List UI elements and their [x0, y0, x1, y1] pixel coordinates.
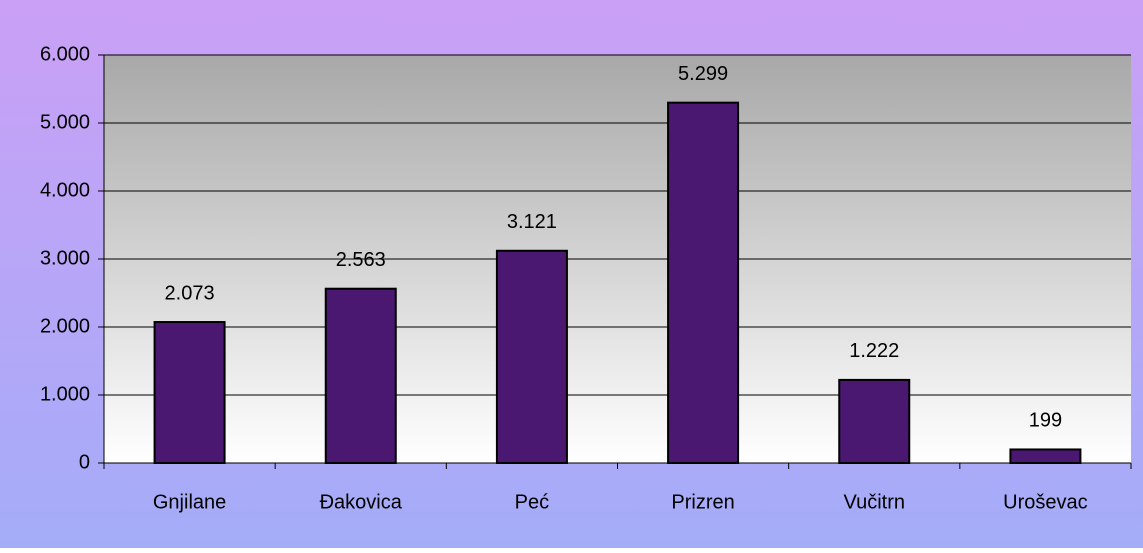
y-tick-label: 0 — [79, 451, 90, 473]
y-tick-label: 5.000 — [40, 111, 90, 133]
value-label: 5.299 — [678, 63, 728, 85]
x-tick-label: Vučitrn — [843, 491, 905, 513]
y-tick-label: 1.000 — [40, 383, 90, 405]
bar — [838, 378, 911, 464]
bar — [1009, 448, 1082, 464]
value-label: 1.222 — [849, 340, 899, 362]
value-label: 3.121 — [507, 211, 557, 233]
bar — [667, 101, 740, 464]
y-tick-label: 3.000 — [40, 247, 90, 269]
x-tick-label: Uroševac — [1003, 491, 1087, 513]
bar — [153, 321, 226, 465]
y-tick-label: 4.000 — [40, 179, 90, 201]
y-tick-label: 6.000 — [40, 43, 90, 65]
x-tick-label: Prizren — [671, 491, 734, 513]
x-tick-label: Peć — [515, 491, 549, 513]
x-tick-label: Đakovica — [320, 491, 403, 513]
bar — [324, 287, 397, 464]
value-label: 199 — [1029, 410, 1062, 432]
x-tick-label: Gnjilane — [153, 491, 226, 513]
value-label: 2.073 — [165, 282, 215, 304]
bar — [495, 249, 568, 464]
value-label: 2.563 — [336, 249, 386, 271]
y-tick-label: 2.000 — [40, 315, 90, 337]
